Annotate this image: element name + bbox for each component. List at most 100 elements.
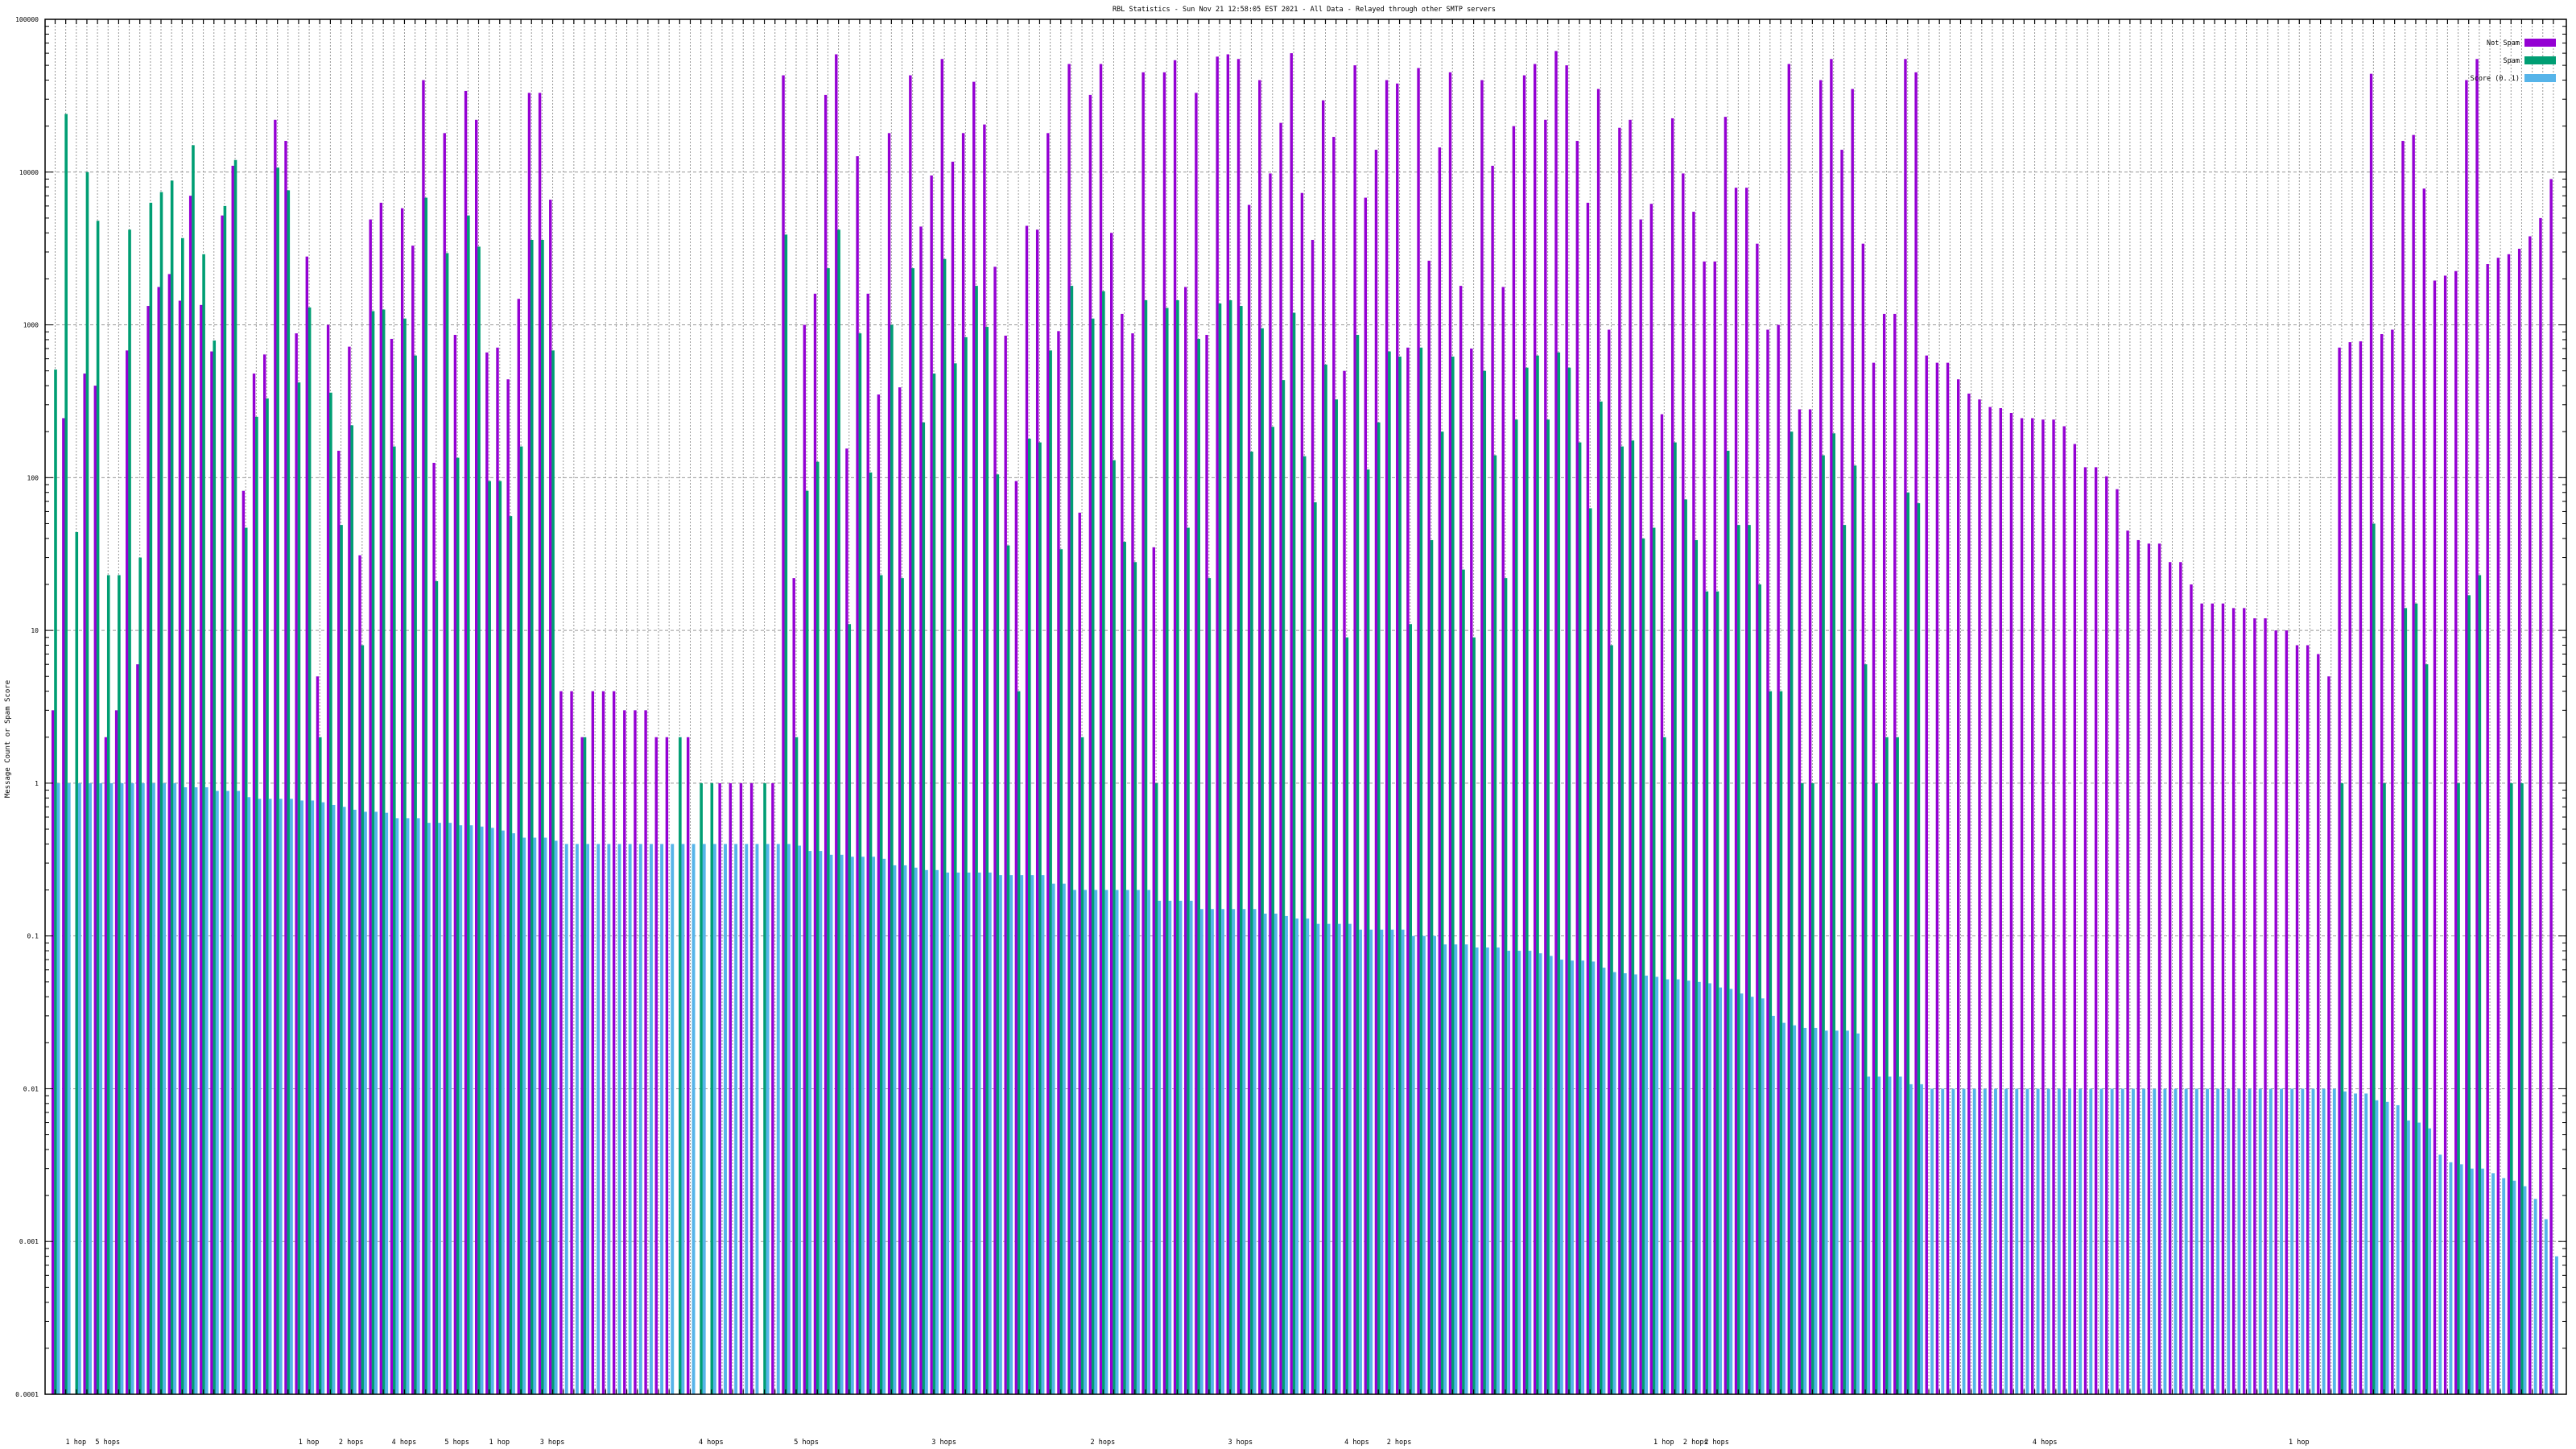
chart-title: RBL Statistics - Sun Nov 21 12:58:05 EST… xyxy=(1113,6,1496,14)
bar-spam xyxy=(435,580,439,1394)
bar-score xyxy=(120,782,124,1394)
bar-spam xyxy=(1790,431,1794,1394)
bar-spam xyxy=(371,311,375,1395)
bar-not-spam xyxy=(983,124,986,1395)
bar-score xyxy=(1009,875,1013,1394)
bar-spam xyxy=(1514,419,1518,1394)
bar-spam xyxy=(1302,456,1307,1395)
bar-not-spam xyxy=(1353,65,1356,1395)
bar-spam xyxy=(1240,306,1243,1394)
bar-spam xyxy=(297,382,301,1395)
bar-not-spam xyxy=(167,274,171,1395)
bar-score xyxy=(660,844,664,1394)
bar-not-spam xyxy=(1522,75,1526,1394)
y-axis-label: Message Count or Spam Score xyxy=(4,680,12,798)
bar-score xyxy=(1158,900,1162,1394)
bar-spam xyxy=(1504,578,1508,1394)
bar-not-spam xyxy=(1131,333,1134,1394)
bar-spam xyxy=(244,527,248,1394)
bar-spam xyxy=(1864,664,1868,1394)
bar-spam xyxy=(2467,595,2471,1394)
bar-not-spam xyxy=(887,133,891,1394)
bar-not-spam xyxy=(1438,147,1442,1395)
bar-score xyxy=(1856,1033,1860,1394)
bar-score xyxy=(2417,1122,2421,1394)
bar-score xyxy=(184,786,188,1394)
bar-not-spam xyxy=(1300,192,1304,1394)
bar-score xyxy=(459,825,463,1394)
bar-score xyxy=(776,844,780,1394)
bar-spam xyxy=(996,474,1000,1395)
bar-not-spam xyxy=(1311,239,1315,1394)
bar-spam xyxy=(1017,691,1021,1394)
bar-score xyxy=(1666,979,1670,1394)
bar-not-spam xyxy=(126,350,129,1394)
bar-spam xyxy=(1631,440,1635,1394)
bar-score xyxy=(1877,1076,1881,1394)
bar-score xyxy=(2206,1088,2209,1394)
bar-not-spam xyxy=(432,462,436,1395)
bar-spam xyxy=(1176,299,1179,1394)
y-tick-label: 100000 xyxy=(15,16,39,23)
bar-not-spam xyxy=(2147,543,2151,1394)
bar-score xyxy=(1115,890,1119,1394)
bar-not-spam xyxy=(898,387,902,1395)
bar-score xyxy=(1814,1027,1818,1394)
bar-spam xyxy=(1345,637,1349,1394)
bar-not-spam xyxy=(1670,118,1674,1394)
bar-spam xyxy=(901,578,904,1394)
bar-not-spam xyxy=(1078,512,1081,1394)
x-group-label: 1 hop xyxy=(66,1439,87,1447)
bar-not-spam xyxy=(1067,64,1071,1394)
x-group-label: 4 hops xyxy=(699,1439,724,1447)
bar-score xyxy=(237,791,241,1394)
bar-score xyxy=(2428,1128,2432,1394)
bar-spam xyxy=(393,446,396,1394)
bar-score xyxy=(2396,1104,2400,1394)
bar-not-spam xyxy=(601,691,605,1394)
bar-not-spam xyxy=(157,287,160,1394)
bar-spam xyxy=(1726,450,1730,1395)
bar-not-spam xyxy=(1121,313,1124,1394)
bar-spam xyxy=(1208,578,1212,1394)
bar-score xyxy=(1316,923,1320,1394)
legend-swatch-spam xyxy=(2524,56,2556,64)
bar-score xyxy=(1380,929,1384,1394)
bar-score xyxy=(2354,1093,2358,1394)
bar-not-spam xyxy=(305,256,308,1395)
bar-score xyxy=(1803,1027,1807,1394)
bar-score xyxy=(967,872,971,1394)
bar-score xyxy=(840,854,844,1394)
bar-not-spam xyxy=(2369,73,2373,1394)
bar-spam xyxy=(1546,419,1550,1394)
bar-score xyxy=(691,844,696,1394)
bar-score xyxy=(1867,1076,1871,1394)
bar-not-spam xyxy=(1332,137,1335,1394)
bar-score xyxy=(1168,900,1172,1394)
bar-not-spam xyxy=(284,141,287,1395)
bar-not-spam xyxy=(2465,80,2468,1395)
bar-spam xyxy=(2457,782,2460,1394)
bar-not-spam xyxy=(2052,419,2055,1394)
bar-score xyxy=(1443,944,1447,1394)
bar-not-spam xyxy=(2031,418,2034,1394)
bar-not-spam xyxy=(549,200,552,1395)
bar-score xyxy=(1824,1030,1828,1394)
x-group-label: 5 hops xyxy=(444,1439,469,1447)
bar-score xyxy=(2227,1088,2231,1394)
bar-not-spam xyxy=(1766,329,1769,1394)
bar-score xyxy=(1729,989,1733,1394)
bar-not-spam xyxy=(803,324,807,1394)
bar-spam xyxy=(118,575,121,1394)
bar-not-spam xyxy=(559,691,563,1394)
bar-score xyxy=(1253,909,1257,1394)
bar-spam xyxy=(1133,562,1137,1394)
bar-spam xyxy=(1758,584,1761,1394)
bar-score xyxy=(2036,1088,2040,1394)
bar-not-spam xyxy=(1914,72,1918,1395)
bar-spam xyxy=(403,318,407,1394)
bar-score xyxy=(924,869,928,1394)
bar-not-spam xyxy=(1851,89,1854,1394)
bar-spam xyxy=(498,481,502,1394)
bar-not-spam xyxy=(665,737,669,1394)
